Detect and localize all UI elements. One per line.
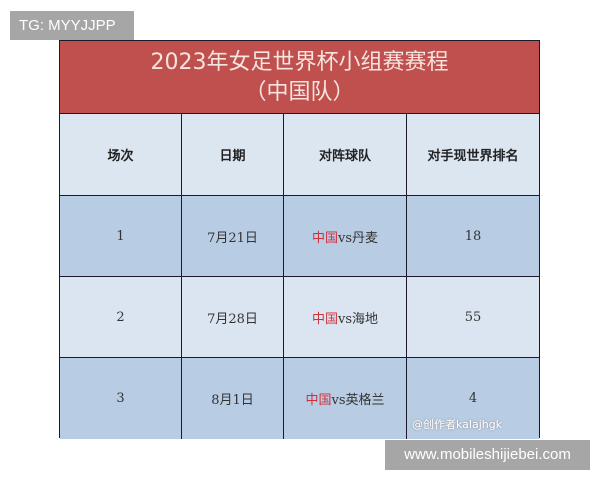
opponent: vs丹麦	[337, 230, 379, 246]
cell-rank: 55	[464, 309, 482, 325]
header-rank: 对手现世界排名	[427, 149, 519, 164]
cell-date: 7月21日	[182, 196, 284, 276]
watermark-site: www.mobileshijiebei.com	[385, 440, 590, 470]
schedule-table: 2023年女足世界杯小组赛赛程 （中国队） 场次 日期 对阵球队 对手现世界排名…	[59, 40, 540, 439]
cell-match: 1	[60, 196, 182, 276]
cell-match: 3	[60, 358, 182, 439]
table-row: 3 8月1日 中国 vs英格兰 4	[60, 358, 539, 439]
title-line-2: （中国队）	[244, 80, 355, 105]
table-row: 2 7月28日 中国 vs海地 55	[60, 277, 539, 358]
title-line-1: 2023年女足世界杯小组赛赛程	[150, 50, 449, 75]
header-date: 日期	[182, 114, 284, 195]
cell-teams: 中国 vs英格兰	[284, 358, 407, 439]
header-teams: 对阵球队	[284, 114, 407, 195]
table-title: 2023年女足世界杯小组赛赛程 （中国队）	[60, 41, 539, 114]
header-match: 场次	[60, 114, 182, 195]
cell-rank: 18	[464, 228, 482, 244]
team-china: 中国	[305, 393, 332, 408]
table-row: 1 7月21日 中国 vs丹麦 18	[60, 196, 539, 277]
opponent: vs海地	[337, 311, 379, 327]
cell-rank: 4	[468, 391, 478, 406]
watermark-tg: TG: MYYJJPP	[10, 11, 134, 40]
cell-date: 8月1日	[182, 358, 284, 439]
cell-teams: 中国 vs丹麦	[284, 196, 407, 276]
team-china: 中国	[311, 311, 338, 327]
cell-teams: 中国 vs海地	[284, 277, 407, 357]
author-watermark: @创作者kalajhgk	[412, 418, 503, 431]
team-china: 中国	[311, 230, 338, 246]
header-row: 场次 日期 对阵球队 对手现世界排名	[60, 114, 539, 196]
cell-match: 2	[60, 277, 182, 357]
cell-date: 7月28日	[182, 277, 284, 357]
opponent: vs英格兰	[331, 393, 385, 408]
